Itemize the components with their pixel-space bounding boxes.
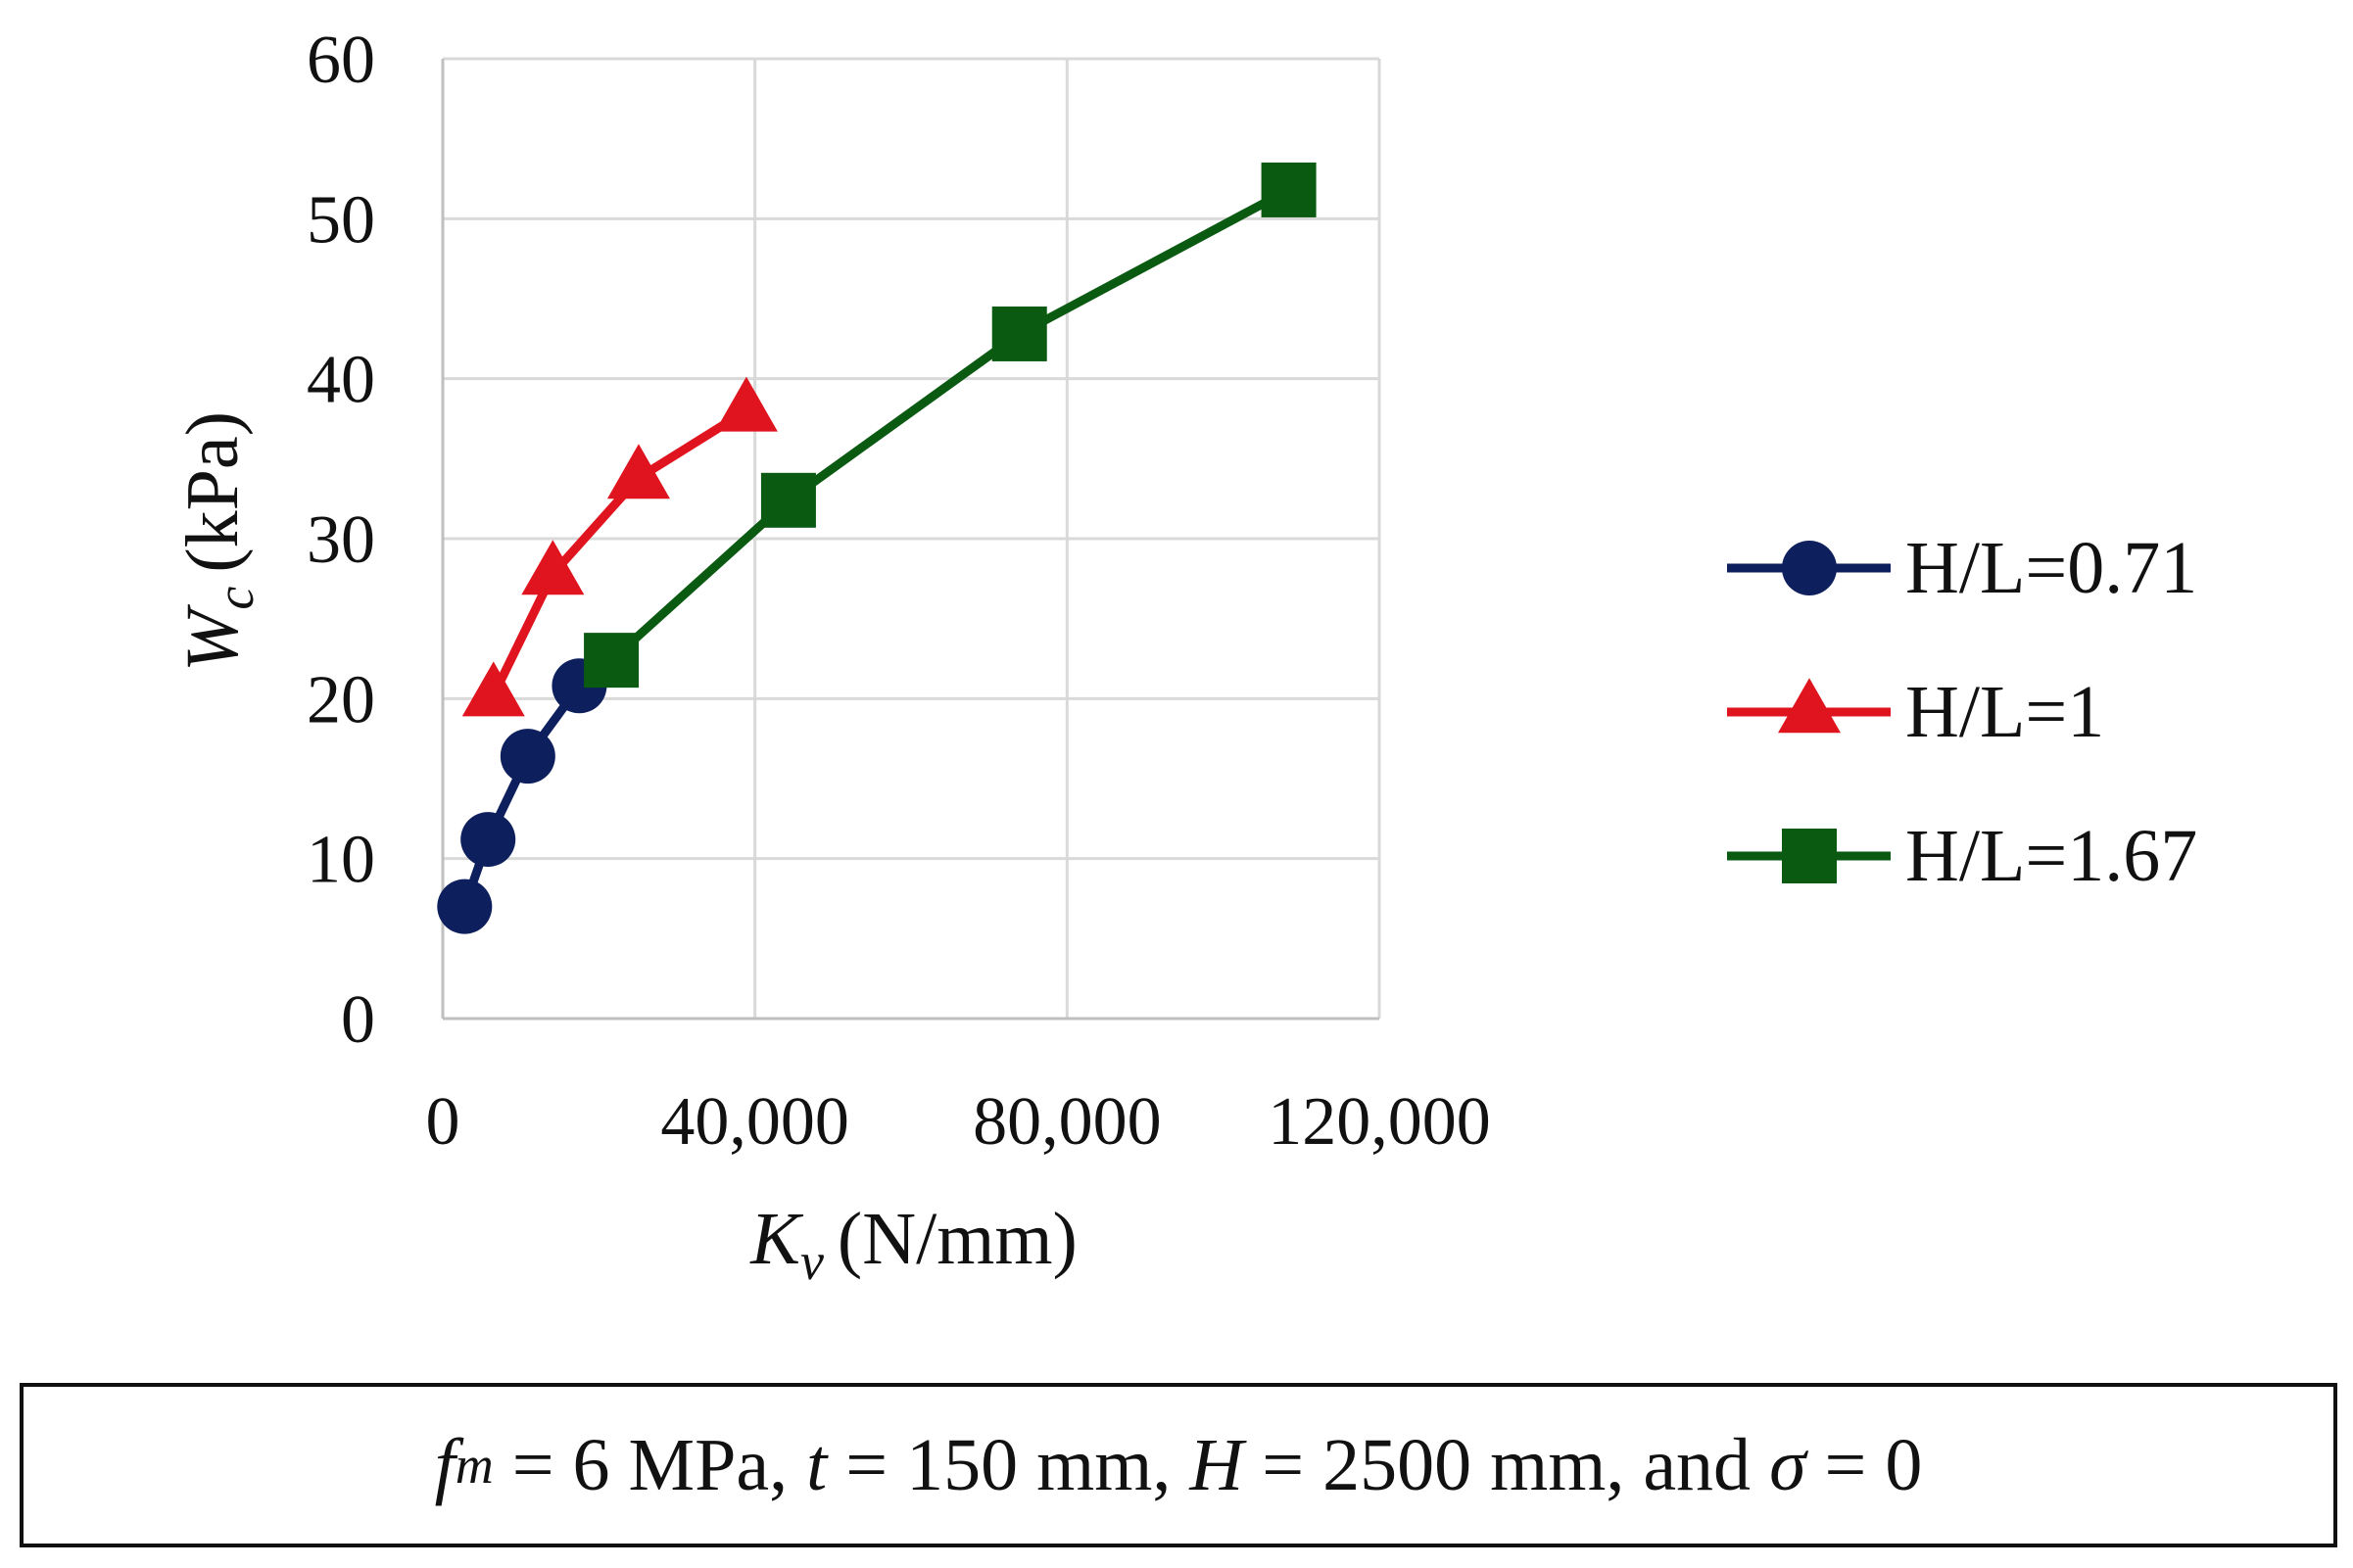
legend-item: H/L=1.67 [1727,815,2197,897]
chart: 0 10 20 30 40 50 60 0 40,000 80,000 120,000 Kv (N/… [171,23,2197,1291]
legend-marker [1782,829,1837,883]
data-point [1261,162,1317,217]
legend: H/L=0.71 H/L=1 H/L=1.67 [1727,527,2197,897]
legend-item: H/L=1 [1727,671,2104,753]
data-point [460,812,516,868]
legend-label: H/L=0.71 [1905,527,2197,609]
legend-marker [1778,678,1841,734]
data-point [991,306,1047,361]
h-value: = 2500 mm, and [1243,1423,1770,1506]
series-3 [584,162,1317,689]
t-symbol: t [806,1423,828,1506]
x-tick-label: 120,000 [1268,1084,1491,1160]
series-2 [461,376,778,717]
x-tick-label: 40,000 [660,1084,849,1160]
x-tick-label: 0 [426,1084,460,1160]
data-point [521,540,585,595]
y-tick-label: 30 [307,502,375,578]
data-point [500,729,555,784]
x-axis-title: Kv (N/mm) [749,1198,1078,1291]
data-point [461,661,525,717]
legend-marker [1782,541,1837,595]
fm-subscript: m [455,1436,494,1495]
fm-symbol: f [434,1423,456,1506]
y-tick-label: 10 [307,823,375,898]
fm-value: = 6 MPa, [493,1423,807,1506]
y-tick-label: 0 [341,982,375,1058]
series-1 [437,658,607,934]
data-point [760,472,816,528]
series-line [460,683,584,909]
y-tick-labels: 0 10 20 30 40 50 60 [307,23,375,1058]
x-tick-labels: 0 40,000 80,000 120,000 [426,1084,1491,1160]
data-point [606,444,670,499]
series-line [489,406,749,698]
legend-label: H/L=1.67 [1905,815,2197,897]
legend-item: H/L=0.71 [1727,527,2197,609]
y-tick-label: 20 [307,662,375,737]
t-value: = 150 mm, [827,1423,1190,1506]
series-line [608,185,1291,664]
data-point [437,879,493,934]
y-axis-title: Wc(kPa) [171,411,264,672]
sigma-value: = 0 [1805,1423,1923,1506]
x-tick-label: 80,000 [973,1084,1162,1160]
legend-label: H/L=1 [1905,671,2104,753]
data-point [584,633,640,689]
series-layer [437,162,1317,934]
data-point [714,376,778,432]
h-symbol: H [1189,1423,1244,1506]
y-tick-label: 60 [307,23,375,98]
axes [441,59,1379,1021]
y-tick-label: 50 [307,182,375,258]
y-tick-label: 40 [307,343,375,418]
sigma-symbol: σ [1769,1423,1806,1506]
